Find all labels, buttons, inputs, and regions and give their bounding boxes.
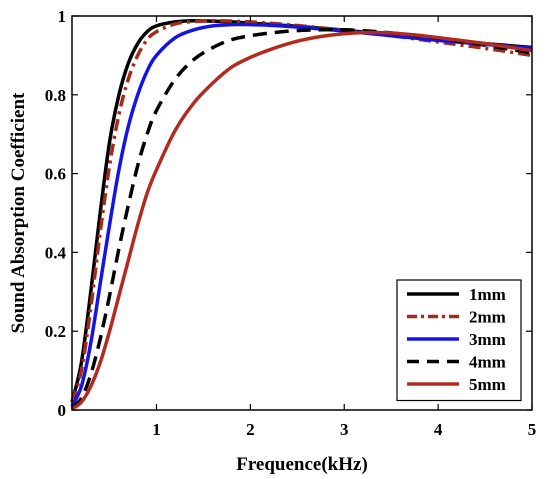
- series-line-5mm: [70, 30, 533, 411]
- y-tick-label: 0.4: [45, 243, 67, 262]
- y-tick-label: 0.6: [45, 165, 66, 184]
- legend: 1mm 2mm 3mm 4mm 5mm: [396, 279, 522, 402]
- y-tick-label: 0.2: [45, 322, 66, 341]
- y-tick-label: 1: [58, 7, 67, 26]
- series-line-3mm: [70, 22, 533, 407]
- axis-tick-labels: 1 2 3 4 5 0 0.2 0.4 0.6 0.8 1: [45, 7, 537, 439]
- y-axis-label: Sound Absorption Coefficient: [8, 92, 29, 333]
- x-tick-label: 4: [434, 420, 443, 439]
- y-tick-label: 0: [58, 401, 67, 420]
- x-tick-label: 5: [528, 420, 537, 439]
- x-axis-label: Frequence(kHz): [236, 454, 368, 475]
- x-tick-label: 2: [246, 420, 255, 439]
- axis-ticks: [72, 15, 533, 411]
- plot-lines: [70, 18, 533, 411]
- plot-frame: [71, 15, 533, 411]
- y-tick-label: 0.8: [45, 86, 66, 105]
- legend-label-1mm: 1mm: [469, 285, 506, 304]
- x-tick-label: 1: [152, 420, 161, 439]
- legend-label-3mm: 3mm: [469, 330, 506, 349]
- series-line-2mm: [70, 18, 533, 403]
- legend-label-5mm: 5mm: [469, 375, 506, 394]
- legend-label-4mm: 4mm: [469, 353, 506, 372]
- x-tick-label: 3: [340, 420, 349, 439]
- legend-label-2mm: 2mm: [469, 308, 506, 327]
